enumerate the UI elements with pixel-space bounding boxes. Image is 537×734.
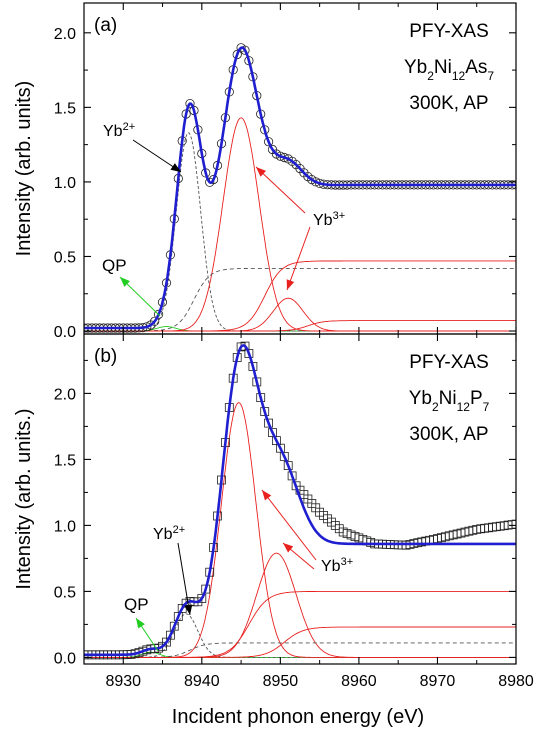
label-qp: QP xyxy=(102,256,127,275)
y-tick-label: 1.5 xyxy=(54,100,76,117)
arrow-yb3-a-head xyxy=(256,167,267,177)
arrow-yb3-a xyxy=(261,489,317,561)
y-tick-label: 2.0 xyxy=(54,26,76,43)
panel-label: (b) xyxy=(94,346,117,367)
x-tick-label: 8940 xyxy=(184,673,220,690)
arrow-qp-head xyxy=(136,618,145,629)
label-qp: QP xyxy=(124,595,149,614)
data-point xyxy=(150,316,160,326)
y-tick-label: 0.5 xyxy=(54,249,76,266)
arrow-yb3-b xyxy=(286,226,311,291)
data-point xyxy=(283,461,293,471)
x-axis-label: Incident phonon energy (eV) xyxy=(172,706,424,728)
arrow-qp-head xyxy=(120,277,130,287)
panel-a: 0.0 0.5 1.0 1.5 2.0 Intensity (arb. units) (a)… xyxy=(13,2,517,341)
annotation-method: PFY-XAS xyxy=(409,21,489,42)
x-tick-label: 8970 xyxy=(420,673,456,690)
arrow-yb3-a xyxy=(255,166,306,214)
label-yb2: Yb2+ xyxy=(103,121,135,140)
y-tick-label: 0.0 xyxy=(54,324,76,341)
component-peak-1 xyxy=(84,613,516,658)
y-axis-label: Intensity (arb. units.) xyxy=(13,408,35,589)
annotation-formula: Yb2Ni12P7 xyxy=(409,388,490,414)
x-tick-label: 8930 xyxy=(105,673,141,690)
data-point xyxy=(264,418,274,428)
annotation-condition: 300K, AP xyxy=(409,424,488,445)
y-axis-label: Intensity (arb. units) xyxy=(13,81,35,257)
component-step-1 xyxy=(84,590,516,658)
component-step-2 xyxy=(84,320,516,332)
arrow-yb3-b-head xyxy=(286,279,295,290)
data-point xyxy=(154,309,164,319)
annotation-condition: 300K, AP xyxy=(409,93,488,114)
component-step-2 xyxy=(84,626,516,658)
y-tick-label: 1.0 xyxy=(54,518,76,535)
annotation-method: PFY-XAS xyxy=(409,352,489,373)
data-point xyxy=(244,349,254,358)
x-tick-label: 8950 xyxy=(263,673,299,690)
data-point xyxy=(240,45,250,55)
label-yb3: Yb3+ xyxy=(313,210,345,229)
data-point xyxy=(165,630,175,640)
annotation-formula: Yb2Ni12As7 xyxy=(404,57,494,83)
arrow-yb2 xyxy=(177,542,191,616)
y-tick-label: 1.5 xyxy=(54,452,76,469)
plot-area xyxy=(84,43,516,333)
plot-frame xyxy=(83,333,517,665)
fit-line xyxy=(84,46,516,330)
y-tick-label: 0.0 xyxy=(54,650,76,667)
data-point xyxy=(209,174,219,185)
y-tick-label: 1.0 xyxy=(54,175,76,192)
arrow-yb3-b-head xyxy=(283,543,294,553)
data-point xyxy=(169,621,179,631)
label-yb2: Yb2+ xyxy=(153,524,185,543)
data-point xyxy=(263,137,274,147)
component-peak-2 xyxy=(84,117,516,332)
arrow-yb2-head xyxy=(170,163,181,172)
data-point xyxy=(185,99,195,109)
data-point xyxy=(279,152,289,163)
panel-label: (a) xyxy=(94,15,117,36)
label-yb3: Yb3+ xyxy=(321,556,353,575)
data-point xyxy=(279,451,289,461)
x-tick-label: 8980 xyxy=(498,673,534,690)
x-tick-label: 8960 xyxy=(341,673,377,690)
y-tick-label: 0.5 xyxy=(54,584,76,601)
data-point xyxy=(287,471,297,481)
plot-area xyxy=(84,341,516,660)
data-point xyxy=(197,594,207,603)
y-tick-label: 2.0 xyxy=(54,386,76,403)
data-point xyxy=(511,519,516,529)
component-peak-3 xyxy=(84,552,516,658)
arrow-yb3-a-head xyxy=(262,490,272,501)
arrow-yb2-head xyxy=(184,604,193,615)
panel-b: 8930 8940 8950 8960 8970 8980 0.0 0.5 1.0 1.5 2.0 I… xyxy=(13,333,534,690)
component-step-0 xyxy=(84,267,516,332)
